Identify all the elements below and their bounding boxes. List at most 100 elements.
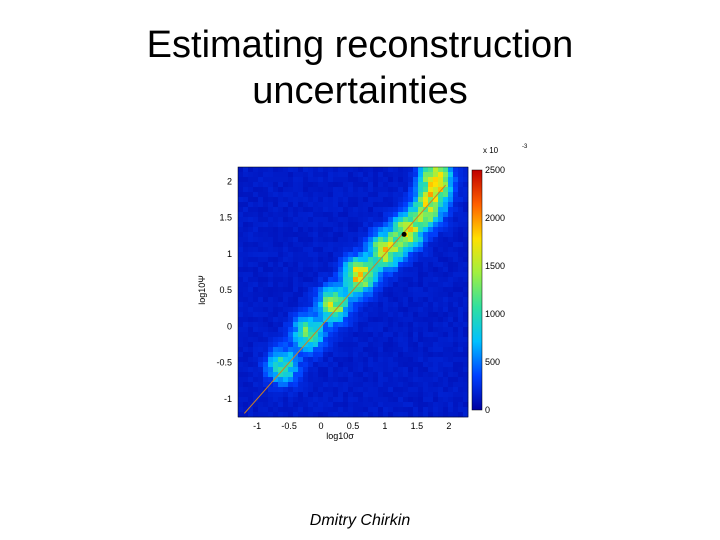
heatmap-cell [388, 282, 394, 288]
heatmap-cell [333, 177, 339, 183]
heatmap-cell [323, 297, 329, 303]
heatmap-cell [248, 322, 254, 328]
heatmap-cell [428, 352, 434, 358]
heatmap-cell [438, 272, 444, 278]
heatmap-cell [438, 412, 444, 418]
heatmap-cell [363, 397, 369, 403]
heatmap-cell [463, 202, 469, 208]
heatmap-cell [313, 262, 319, 268]
heatmap-cell [338, 267, 344, 273]
heatmap-cell [278, 192, 284, 198]
heatmap-cell [323, 402, 329, 408]
heatmap-cell [458, 242, 464, 248]
heatmap-cell [448, 342, 454, 348]
heatmap-cell [453, 372, 459, 378]
heatmap-cell [288, 307, 294, 313]
colorbar-tick-label: 0 [485, 405, 490, 415]
heatmap-cell [428, 262, 434, 268]
heatmap-cell [308, 407, 314, 413]
heatmap-cell [333, 277, 339, 283]
heatmap-cell [443, 212, 449, 218]
heatmap-cell [248, 402, 254, 408]
heatmap-cell [273, 237, 279, 243]
heatmap-cell [273, 287, 279, 293]
heatmap-cell [463, 382, 469, 388]
heatmap-cell [298, 227, 304, 233]
heatmap-cell [398, 262, 404, 268]
heatmap-cell [373, 287, 379, 293]
heatmap-cell [428, 317, 434, 323]
heatmap-cell [433, 197, 439, 203]
heatmap-cell [328, 192, 334, 198]
heatmap-cell [348, 402, 354, 408]
heatmap-cell [263, 292, 269, 298]
heatmap-cell [458, 287, 464, 293]
heatmap-cell [408, 257, 414, 263]
heatmap-cell [328, 382, 334, 388]
heatmap-cell [398, 187, 404, 193]
heatmap-cell [443, 222, 449, 228]
heatmap-cell [323, 377, 329, 383]
heatmap-cell [348, 207, 354, 213]
heatmap-cell [268, 202, 274, 208]
heatmap-cell [333, 192, 339, 198]
heatmap-cell [353, 257, 359, 263]
heatmap-cell [353, 187, 359, 193]
heatmap-cell [248, 312, 254, 318]
heatmap-cell [358, 282, 364, 288]
heatmap-cell [408, 412, 414, 418]
heatmap-cell [378, 177, 384, 183]
heatmap-cell [308, 292, 314, 298]
heatmap-cell [303, 282, 309, 288]
heatmap-cell [358, 327, 364, 333]
heatmap-cell [238, 407, 244, 413]
heatmap-cell [423, 387, 429, 393]
x-tick-label: -1 [253, 421, 261, 431]
heatmap-cell [238, 327, 244, 333]
heatmap-cell [408, 327, 414, 333]
heatmap-cell [283, 257, 289, 263]
heatmap-cell [443, 242, 449, 248]
heatmap-cell [338, 202, 344, 208]
heatmap-cell [353, 212, 359, 218]
heatmap-cell [358, 272, 364, 278]
heatmap-cell [393, 167, 399, 173]
heatmap-cell [263, 392, 269, 398]
heatmap-cell [288, 332, 294, 338]
heatmap-cell [268, 222, 274, 228]
heatmap-cell [298, 207, 304, 213]
heatmap-cell [413, 362, 419, 368]
heatmap-cell [463, 332, 469, 338]
heatmap-cell [408, 307, 414, 313]
heatmap-cell [418, 357, 424, 363]
heatmap-cell [378, 357, 384, 363]
heatmap-cell [273, 232, 279, 238]
heatmap-cell [408, 287, 414, 293]
heatmap-cell [238, 332, 244, 338]
heatmap-cell [298, 412, 304, 418]
heatmap-cell [358, 197, 364, 203]
heatmap-cell [428, 337, 434, 343]
heatmap-cell [353, 182, 359, 188]
heatmap-cell [423, 177, 429, 183]
heatmap-cell [448, 352, 454, 358]
heatmap-cell [293, 392, 299, 398]
heatmap-cell [263, 242, 269, 248]
heatmap-cell [448, 212, 454, 218]
heatmap-cell [433, 302, 439, 308]
heatmap-cell [398, 182, 404, 188]
heatmap-cell [418, 217, 424, 223]
heatmap-cell [273, 322, 279, 328]
heatmap-cell [308, 412, 314, 418]
heatmap-cell [438, 292, 444, 298]
heatmap-cell [373, 187, 379, 193]
heatmap-cell [348, 257, 354, 263]
heatmap-cell [363, 337, 369, 343]
heatmap-cell [278, 247, 284, 253]
heatmap-cell [313, 202, 319, 208]
heatmap-cell [358, 212, 364, 218]
heatmap-cell [428, 257, 434, 263]
heatmap-cell [403, 302, 409, 308]
heatmap-cell [348, 372, 354, 378]
heatmap-cell [438, 352, 444, 358]
